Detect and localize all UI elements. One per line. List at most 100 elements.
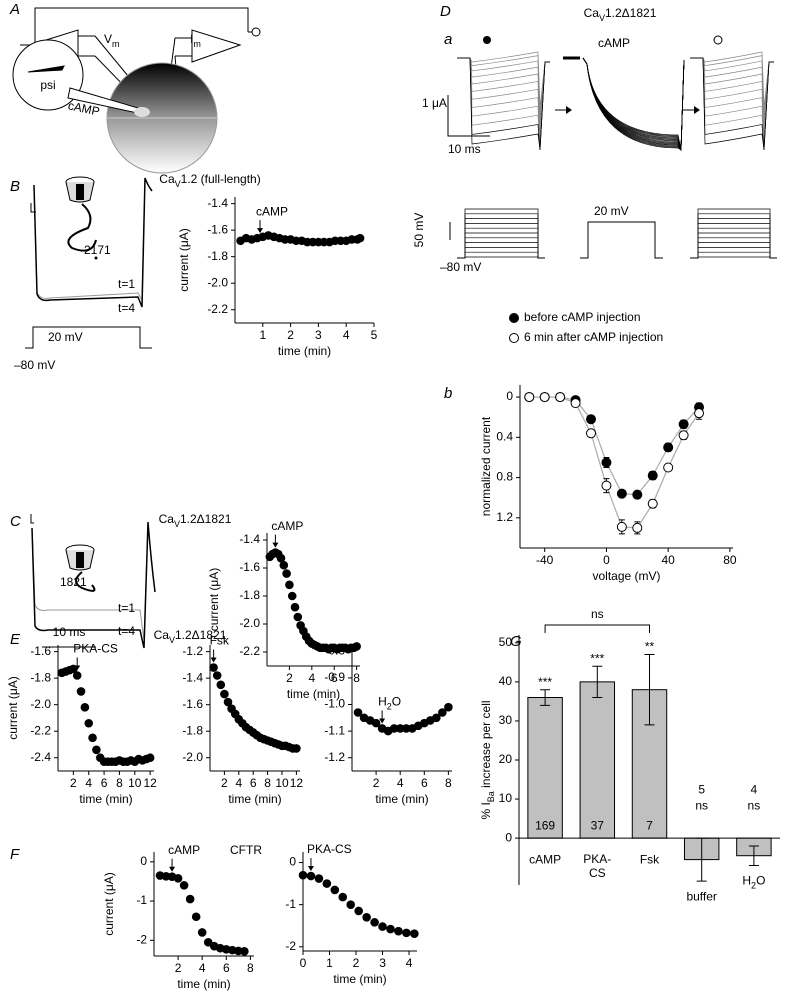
x-tick-label: 5 (371, 328, 378, 342)
category-label: Fsk (640, 852, 660, 866)
error-bar (540, 689, 551, 706)
trace-label: t=4 (118, 624, 135, 638)
y-tick-label: -1.8 (30, 670, 51, 684)
y-tick-label: 20 (499, 752, 513, 766)
x-tick-label: 2 (221, 776, 228, 790)
y-tick-label: -2.4 (30, 750, 51, 764)
text-line: CS (589, 866, 606, 880)
legend-label: 6 min after cAMP injection (524, 330, 663, 344)
data-point (330, 885, 340, 895)
voltage-step (580, 221, 663, 259)
data-point (84, 718, 94, 728)
y-tick-label: -2.0 (239, 616, 260, 630)
data-point (394, 926, 403, 936)
current-trace (457, 57, 550, 151)
data-point (173, 873, 183, 883)
data-point (209, 663, 218, 672)
x-tick-label: 4 (235, 776, 242, 790)
text-part: increase per cell (479, 700, 493, 791)
x-tick-label: 6 (250, 776, 257, 790)
y-axis-label: normalized current (479, 416, 493, 516)
data-point (438, 708, 447, 717)
annotation-arrow-head (74, 665, 81, 671)
y-tick-label: 30 (499, 713, 513, 727)
trace-label: t=4 (118, 301, 135, 315)
significance: *** (538, 675, 552, 689)
bar (579, 681, 616, 839)
data-point (92, 745, 101, 755)
annotation-arrow-head (272, 542, 279, 548)
text-part: O (392, 695, 401, 709)
electrode (94, 35, 179, 93)
annotation-arrow-head (257, 228, 264, 234)
scale-label: 1 μA (422, 96, 447, 110)
y-tick-label: -2 (136, 932, 147, 946)
scale-bar (30, 514, 34, 524)
x-tick-label: 4 (199, 961, 206, 975)
y-tick-label: -1.6 (30, 644, 51, 658)
x-tick-label: 8 (116, 776, 123, 790)
voltage-label: 20 mV (48, 330, 83, 344)
arrow-head (566, 106, 572, 114)
text-part: V (174, 519, 180, 529)
y-axis-label: current (μA) (177, 228, 191, 292)
chart-title: CaV1.2Δ1821 (154, 628, 227, 645)
drug-label: cAMP (598, 36, 630, 50)
data-point (402, 928, 411, 938)
data-point (632, 522, 643, 533)
y-tick-label: 10 (499, 791, 513, 805)
voltage-step (690, 213, 777, 259)
data-point (216, 680, 226, 690)
text-part: m (193, 39, 201, 49)
data-point (322, 879, 332, 888)
y-tick-label: -2.2 (30, 723, 51, 737)
data-point (338, 892, 348, 902)
y-tick-label: 0 (506, 389, 513, 403)
data-point (292, 744, 301, 753)
y-tick-label: 1.2 (496, 510, 513, 524)
category-label: buffer (686, 889, 716, 903)
fit-line (529, 396, 700, 529)
x-tick-label: 12 (290, 776, 304, 790)
category-label: cAMP (529, 852, 561, 866)
data-point (76, 687, 86, 696)
legend-label: before cAMP injection (524, 310, 641, 324)
voltage-step (690, 247, 777, 259)
x-tick-label: 8 (445, 776, 452, 790)
panel-letter: E (10, 631, 21, 648)
y-tick-label: 40 (499, 674, 513, 688)
circuit-wire (175, 37, 192, 57)
text-part: 2 (751, 881, 756, 891)
data-point (298, 870, 308, 880)
annotation-arrow-head (169, 866, 176, 872)
data-point (362, 912, 371, 922)
text-part: 1.2Δ1821 (605, 6, 657, 20)
y-tick-label: -1.6 (239, 560, 260, 574)
fit-line (529, 396, 700, 496)
x-tick-label: 8 (247, 961, 254, 975)
current-trace-t1 (31, 521, 156, 641)
x-tick-label: 2 (287, 328, 294, 342)
x-tick-label: 2 (70, 776, 77, 790)
y-tick-label: 50 (499, 635, 513, 649)
current-trace-t4 (33, 177, 153, 308)
data-point (601, 457, 612, 468)
current-trace (582, 57, 685, 151)
data-point (586, 414, 596, 425)
bar (527, 697, 563, 839)
voltage-step (690, 237, 777, 259)
text-part: V (169, 635, 175, 645)
legend-marker (509, 313, 519, 323)
x-tick-label: 10 (128, 776, 142, 790)
voltage-step (457, 213, 545, 259)
significance: ns (748, 798, 761, 812)
current-trace (690, 57, 774, 151)
data-point (647, 498, 658, 509)
y-axis-label: % IBa increase per cell (479, 700, 496, 819)
data-point (647, 470, 658, 481)
x-tick-label: 2 (175, 961, 182, 975)
text-part: 2 (387, 702, 392, 712)
psi-label: psi (40, 78, 55, 92)
voltage-label: 20 mV (594, 204, 629, 218)
y-tick-label: -1.2 (324, 750, 345, 764)
